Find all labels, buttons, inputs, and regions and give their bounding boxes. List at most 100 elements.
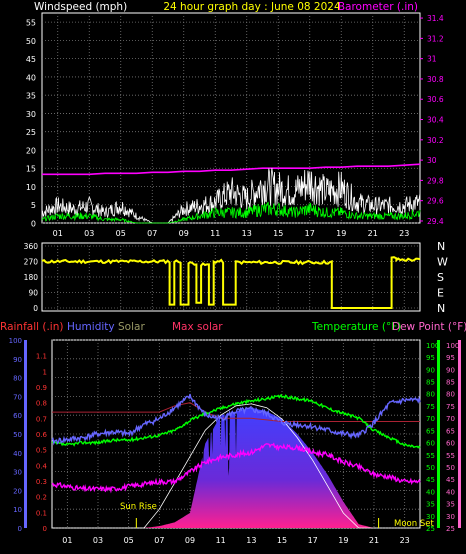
wind-x-tick-label: 05 — [116, 229, 126, 238]
solar-area — [52, 407, 420, 528]
climate-x-tick-label: 03 — [93, 536, 103, 545]
barometer-tick-label: 30.2 — [427, 136, 444, 145]
humidity-tick-label: 90 — [13, 356, 22, 364]
rainfall-tick-label: 0.4 — [36, 462, 48, 470]
compass-label: N — [437, 302, 445, 315]
dew-point-tick-label: 85 — [446, 379, 455, 387]
temperature-tick-label: 50 — [426, 464, 435, 472]
wind-direction-line — [41, 256, 421, 309]
moonset-label: Moon Set — [394, 519, 434, 529]
humidity-tick-label: 50 — [13, 431, 22, 439]
compass-label: N — [437, 240, 445, 253]
sunrise-label: Sun Rise — [120, 502, 157, 512]
temperature-line — [51, 393, 421, 449]
barometer-tick-label: 29.8 — [427, 176, 444, 185]
humidity-axis-bar — [24, 340, 27, 528]
climate-x-tick-label: 23 — [400, 536, 410, 545]
rainfall-tick-label: 0.3 — [36, 478, 47, 486]
wind-tick-label: 0 — [31, 220, 36, 229]
temperature-tick-label: 85 — [426, 379, 435, 387]
dew-point-tick-label: 55 — [446, 452, 455, 460]
climate-x-tick-label: 13 — [246, 536, 256, 545]
climate-plot: 010203040506070809010000.10.20.30.40.50.… — [9, 337, 461, 545]
humidity-tick-label: 60 — [13, 412, 22, 420]
dew-point-line — [51, 442, 421, 494]
temperature-axis-bar — [437, 340, 440, 528]
dew-point-tick-label: 70 — [446, 415, 455, 423]
rainfall-tick-label: 0.2 — [36, 494, 47, 502]
dew-point-legend: Dew Point (°F) — [392, 321, 466, 333]
rainfall-tick-label: 0.5 — [36, 447, 47, 455]
wind-tick-label: 20 — [26, 146, 36, 155]
temperature-tick-label: 100 — [426, 342, 439, 350]
wind-tick-label: 40 — [26, 73, 36, 82]
barometer-tick-label: 31.2 — [427, 34, 444, 43]
temperature-legend: Temperature (°F) — [311, 321, 401, 333]
wind-plot: 051015202530354045505529.429.629.83030.2… — [26, 13, 444, 238]
dew-point-tick-label: 65 — [446, 427, 455, 435]
wind-x-tick-label: 19 — [336, 229, 346, 238]
barometer-tick-label: 29.4 — [427, 217, 444, 226]
compass-label: S — [437, 271, 444, 284]
wind-x-tick-label: 21 — [368, 229, 378, 238]
rainfall-tick-label: 0.9 — [36, 384, 47, 392]
temperature-tick-label: 80 — [426, 391, 435, 399]
temperature-tick-label: 70 — [426, 415, 435, 423]
dew-point-tick-label: 95 — [446, 354, 455, 362]
humidity-tick-label: 20 — [13, 487, 22, 495]
climate-x-tick-label: 01 — [62, 536, 72, 545]
humidity-tick-label: 40 — [13, 450, 22, 458]
humidity-tick-label: 10 — [13, 506, 22, 514]
direction-tick-label: 0 — [33, 304, 38, 313]
climate-x-tick-label: 19 — [338, 536, 348, 545]
rainfall-tick-label: 0 — [43, 525, 47, 533]
wind-x-tick-label: 17 — [305, 229, 315, 238]
wind-tick-label: 5 — [31, 201, 36, 210]
barometer-axis-title: Barometer (.in) — [338, 1, 418, 13]
rainfall-tick-label: 1 — [43, 368, 47, 376]
humidity-tick-label: 80 — [13, 375, 22, 383]
dew-point-tick-label: 90 — [446, 366, 455, 374]
temperature-tick-label: 35 — [426, 501, 435, 509]
barometer-tick-label: 31 — [427, 55, 437, 64]
wind-speed-line — [41, 201, 421, 224]
compass-label: W — [437, 256, 448, 269]
wind-x-tick-label: 03 — [84, 229, 94, 238]
wind-tick-label: 55 — [26, 19, 36, 28]
solar-legend: Solar — [118, 321, 145, 333]
wind-tick-label: 10 — [26, 183, 36, 192]
humidity-tick-label: 100 — [9, 337, 22, 345]
dew-point-tick-label: 45 — [446, 476, 455, 484]
temperature-tick-label: 45 — [426, 476, 435, 484]
barometer-tick-label: 30.8 — [427, 75, 444, 84]
max-solar-line — [52, 403, 420, 529]
max-solar-legend: Max solar — [172, 321, 223, 333]
temperature-tick-label: 90 — [426, 366, 435, 374]
wind-tick-label: 50 — [26, 37, 36, 46]
direction-tick-label: 180 — [24, 273, 39, 282]
wind-tick-label: 25 — [26, 128, 36, 137]
direction-tick-label: 360 — [24, 242, 39, 251]
temperature-tick-label: 40 — [426, 488, 435, 496]
wind-x-tick-label: 15 — [273, 229, 283, 238]
humidity-tick-label: 0 — [18, 525, 22, 533]
temperature-tick-label: 60 — [426, 440, 435, 448]
climate-x-tick-label: 15 — [277, 536, 287, 545]
temperature-tick-label: 25 — [426, 525, 435, 533]
climate-x-tick-label: 07 — [154, 536, 164, 545]
dew-point-tick-label: 75 — [446, 403, 455, 411]
climate-x-tick-label: 17 — [308, 536, 318, 545]
dew-point-tick-label: 60 — [446, 440, 455, 448]
climate-x-tick-label: 21 — [369, 536, 379, 545]
dew-point-tick-label: 100 — [446, 342, 459, 350]
wind-x-tick-label: 23 — [399, 229, 409, 238]
direction-tick-label: 270 — [24, 258, 39, 267]
rainfall-tick-label: 0.7 — [36, 415, 47, 423]
temperature-tick-label: 75 — [426, 403, 435, 411]
temperature-tick-label: 95 — [426, 354, 435, 362]
dew-point-tick-label: 50 — [446, 464, 455, 472]
wind-tick-label: 45 — [26, 55, 36, 64]
wind-tick-label: 15 — [26, 165, 36, 174]
temperature-tick-label: 65 — [426, 427, 435, 435]
